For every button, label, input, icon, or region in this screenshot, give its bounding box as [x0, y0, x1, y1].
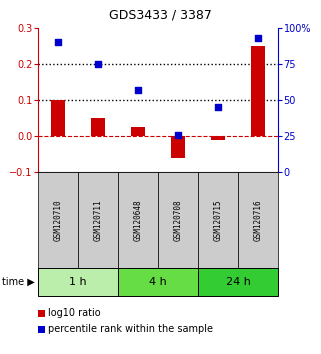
Text: 24 h: 24 h	[226, 277, 250, 287]
Text: 4 h: 4 h	[149, 277, 167, 287]
Bar	[171, 136, 185, 158]
Bar	[211, 136, 225, 140]
Point	[176, 132, 181, 137]
Text: GSM120648: GSM120648	[134, 199, 143, 241]
Text: GDS3433 / 3387: GDS3433 / 3387	[109, 8, 212, 21]
Text: 1 h: 1 h	[69, 277, 87, 287]
Text: GSM120708: GSM120708	[173, 199, 183, 241]
Bar	[251, 46, 265, 136]
Point	[95, 61, 100, 67]
Text: GSM120716: GSM120716	[254, 199, 263, 241]
Text: percentile rank within the sample: percentile rank within the sample	[48, 325, 213, 335]
Text: GSM120715: GSM120715	[213, 199, 222, 241]
Point	[256, 35, 261, 41]
Bar	[91, 118, 105, 136]
Point	[215, 104, 221, 110]
Text: GSM120710: GSM120710	[54, 199, 63, 241]
Bar	[131, 127, 145, 136]
Text: GSM120711: GSM120711	[93, 199, 102, 241]
Point	[56, 40, 61, 45]
Bar	[51, 100, 65, 136]
Text: time ▶: time ▶	[2, 277, 35, 287]
Text: log10 ratio: log10 ratio	[48, 308, 100, 319]
Point	[135, 87, 141, 93]
